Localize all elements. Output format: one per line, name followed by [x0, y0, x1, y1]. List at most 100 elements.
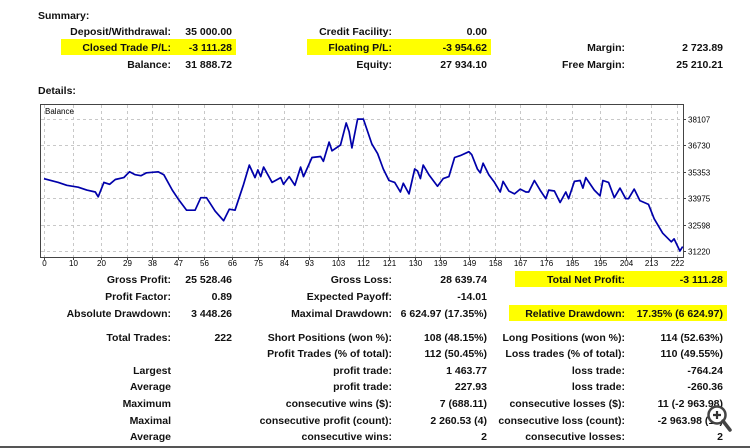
- stat-label: Average: [129, 431, 171, 443]
- stat-label: loss trade:: [571, 381, 625, 393]
- chart-title: Balance: [45, 107, 74, 116]
- x-tick-label: 47: [174, 259, 183, 268]
- stat-value: 28 639.74: [440, 274, 487, 286]
- stat-label: profit trade:: [333, 365, 392, 377]
- y-tick-label: 32598: [688, 222, 711, 231]
- x-tick-label: 185: [566, 259, 580, 268]
- x-tick-label: 56: [200, 259, 209, 268]
- stat-value: 112 (50.45%): [424, 348, 487, 360]
- stat-label: Expected Payoff:: [306, 291, 392, 303]
- stat-value: -3 111.28: [679, 274, 723, 286]
- stat-label: consecutive losses:: [525, 431, 625, 443]
- stat-label: Gross Loss:: [330, 274, 392, 286]
- stat-label: Short Positions (won %):: [267, 332, 392, 344]
- chart-plot-area: [40, 104, 684, 258]
- stat-value: -2 963.98 (11): [657, 415, 723, 427]
- x-tick-label: 10: [69, 259, 78, 268]
- stat-label: loss trade:: [571, 365, 625, 377]
- x-tick-label: 103: [332, 259, 346, 268]
- x-tick-label: 213: [645, 259, 659, 268]
- y-tick-label: 33975: [688, 195, 711, 204]
- stat-label: consecutive wins:: [301, 431, 392, 443]
- stat-label: Maximal Drawdown:: [291, 308, 392, 320]
- x-tick-label: 38: [148, 259, 157, 268]
- summary-title: Summary:: [38, 10, 90, 22]
- stat-label: consecutive losses ($):: [509, 398, 625, 410]
- stat-label: Total Trades:: [106, 332, 171, 344]
- stat-label: Balance:: [127, 59, 171, 71]
- stat-label: Largest: [133, 365, 171, 377]
- stat-label: Long Positions (won %):: [502, 332, 625, 344]
- stat-value: 35 000.00: [185, 26, 232, 38]
- highlight: [509, 305, 727, 321]
- stat-value: -3 954.62: [442, 42, 487, 54]
- stat-label: Maximal: [129, 415, 171, 427]
- stat-value: 25 210.21: [676, 59, 723, 71]
- stat-label: consecutive profit (count):: [259, 415, 392, 427]
- stat-value: 2: [481, 431, 487, 443]
- stat-value: 27 934.10: [440, 59, 487, 71]
- x-tick-label: 66: [228, 259, 237, 268]
- stat-label: Equity:: [356, 59, 392, 71]
- stat-label: Profit Factor:: [105, 291, 171, 303]
- stat-value: 0.89: [211, 291, 232, 303]
- stat-value: 11 (-2 963.98): [657, 398, 723, 410]
- y-tick-label: 31220: [688, 248, 711, 257]
- x-tick-label: 29: [123, 259, 132, 268]
- stat-label: Average: [129, 381, 171, 393]
- stat-label: Closed Trade P/L:: [82, 42, 171, 54]
- chart-grid: [41, 105, 683, 257]
- x-tick-label: 222: [671, 259, 685, 268]
- stat-value: 7 (688.11): [439, 398, 487, 410]
- x-axis: 0 10 20 29 38 47 56 66 75 84 93 103 112 121 130 139 149 1…: [42, 257, 685, 268]
- x-tick-label: 176: [540, 259, 554, 268]
- stat-value: -260.36: [687, 381, 723, 393]
- stat-label: Profit Trades (% of total):: [267, 348, 392, 360]
- zoom-magnifier-icon[interactable]: [706, 404, 732, 434]
- stat-value: 6 624.97 (17.35%): [400, 308, 487, 320]
- y-axis: 38107 36730 35353 33975 32598 31220: [683, 116, 711, 257]
- bottom-divider: [0, 446, 750, 448]
- stat-label: Loss trades (% of total):: [505, 348, 625, 360]
- stat-value: 0.00: [466, 26, 487, 38]
- details-title: Details:: [38, 85, 76, 97]
- stat-label: Maximum: [122, 398, 171, 410]
- stat-label: Deposit/Withdrawal:: [70, 26, 171, 38]
- stat-value: 2: [717, 431, 723, 443]
- stat-label: Margin:: [587, 42, 625, 54]
- stat-value: 222: [214, 332, 232, 344]
- y-tick-label: 38107: [688, 116, 711, 125]
- balance-chart: Balance 38107 36730 35353 33975 32598 31220 0…: [40, 104, 711, 268]
- stat-label: Gross Profit:: [106, 274, 171, 286]
- stat-label: profit trade:: [333, 381, 392, 393]
- x-tick-label: 20: [97, 259, 106, 268]
- stat-value: 17.35% (6 624.97): [636, 308, 723, 320]
- stat-label: Relative Drawdown:: [525, 308, 625, 320]
- stat-value: 108 (48.15%): [423, 332, 487, 344]
- stat-value: 1 463.77: [446, 365, 487, 377]
- highlight: [306, 39, 491, 55]
- x-tick-label: 0: [42, 259, 47, 268]
- stat-label: Credit Facility:: [319, 26, 392, 38]
- stat-value: 2 260.53 (4): [430, 415, 487, 427]
- highlight: [515, 271, 727, 287]
- stat-value: -764.24: [687, 365, 723, 377]
- x-tick-label: 93: [305, 259, 314, 268]
- stat-value: 25 528.46: [185, 274, 232, 286]
- x-tick-label: 84: [280, 259, 289, 268]
- stat-label: consecutive wins ($):: [285, 398, 392, 410]
- balance-line: [43, 118, 684, 252]
- x-tick-label: 139: [434, 259, 448, 268]
- stat-value: 3 448.26: [191, 308, 232, 320]
- x-tick-label: 204: [620, 259, 634, 268]
- stat-value: 114 (52.63%): [660, 332, 723, 344]
- x-tick-label: 121: [383, 259, 397, 268]
- stat-label: Absolute Drawdown:: [66, 308, 171, 320]
- stat-value: 227.93: [454, 381, 487, 393]
- stat-value: -3 111.28: [188, 42, 232, 54]
- stat-value: 31 888.72: [185, 59, 232, 71]
- stat-label: Floating P/L:: [328, 42, 392, 54]
- x-tick-label: 112: [357, 259, 370, 268]
- y-tick-label: 35353: [688, 169, 711, 178]
- stat-label: Total Net Profit:: [547, 274, 625, 286]
